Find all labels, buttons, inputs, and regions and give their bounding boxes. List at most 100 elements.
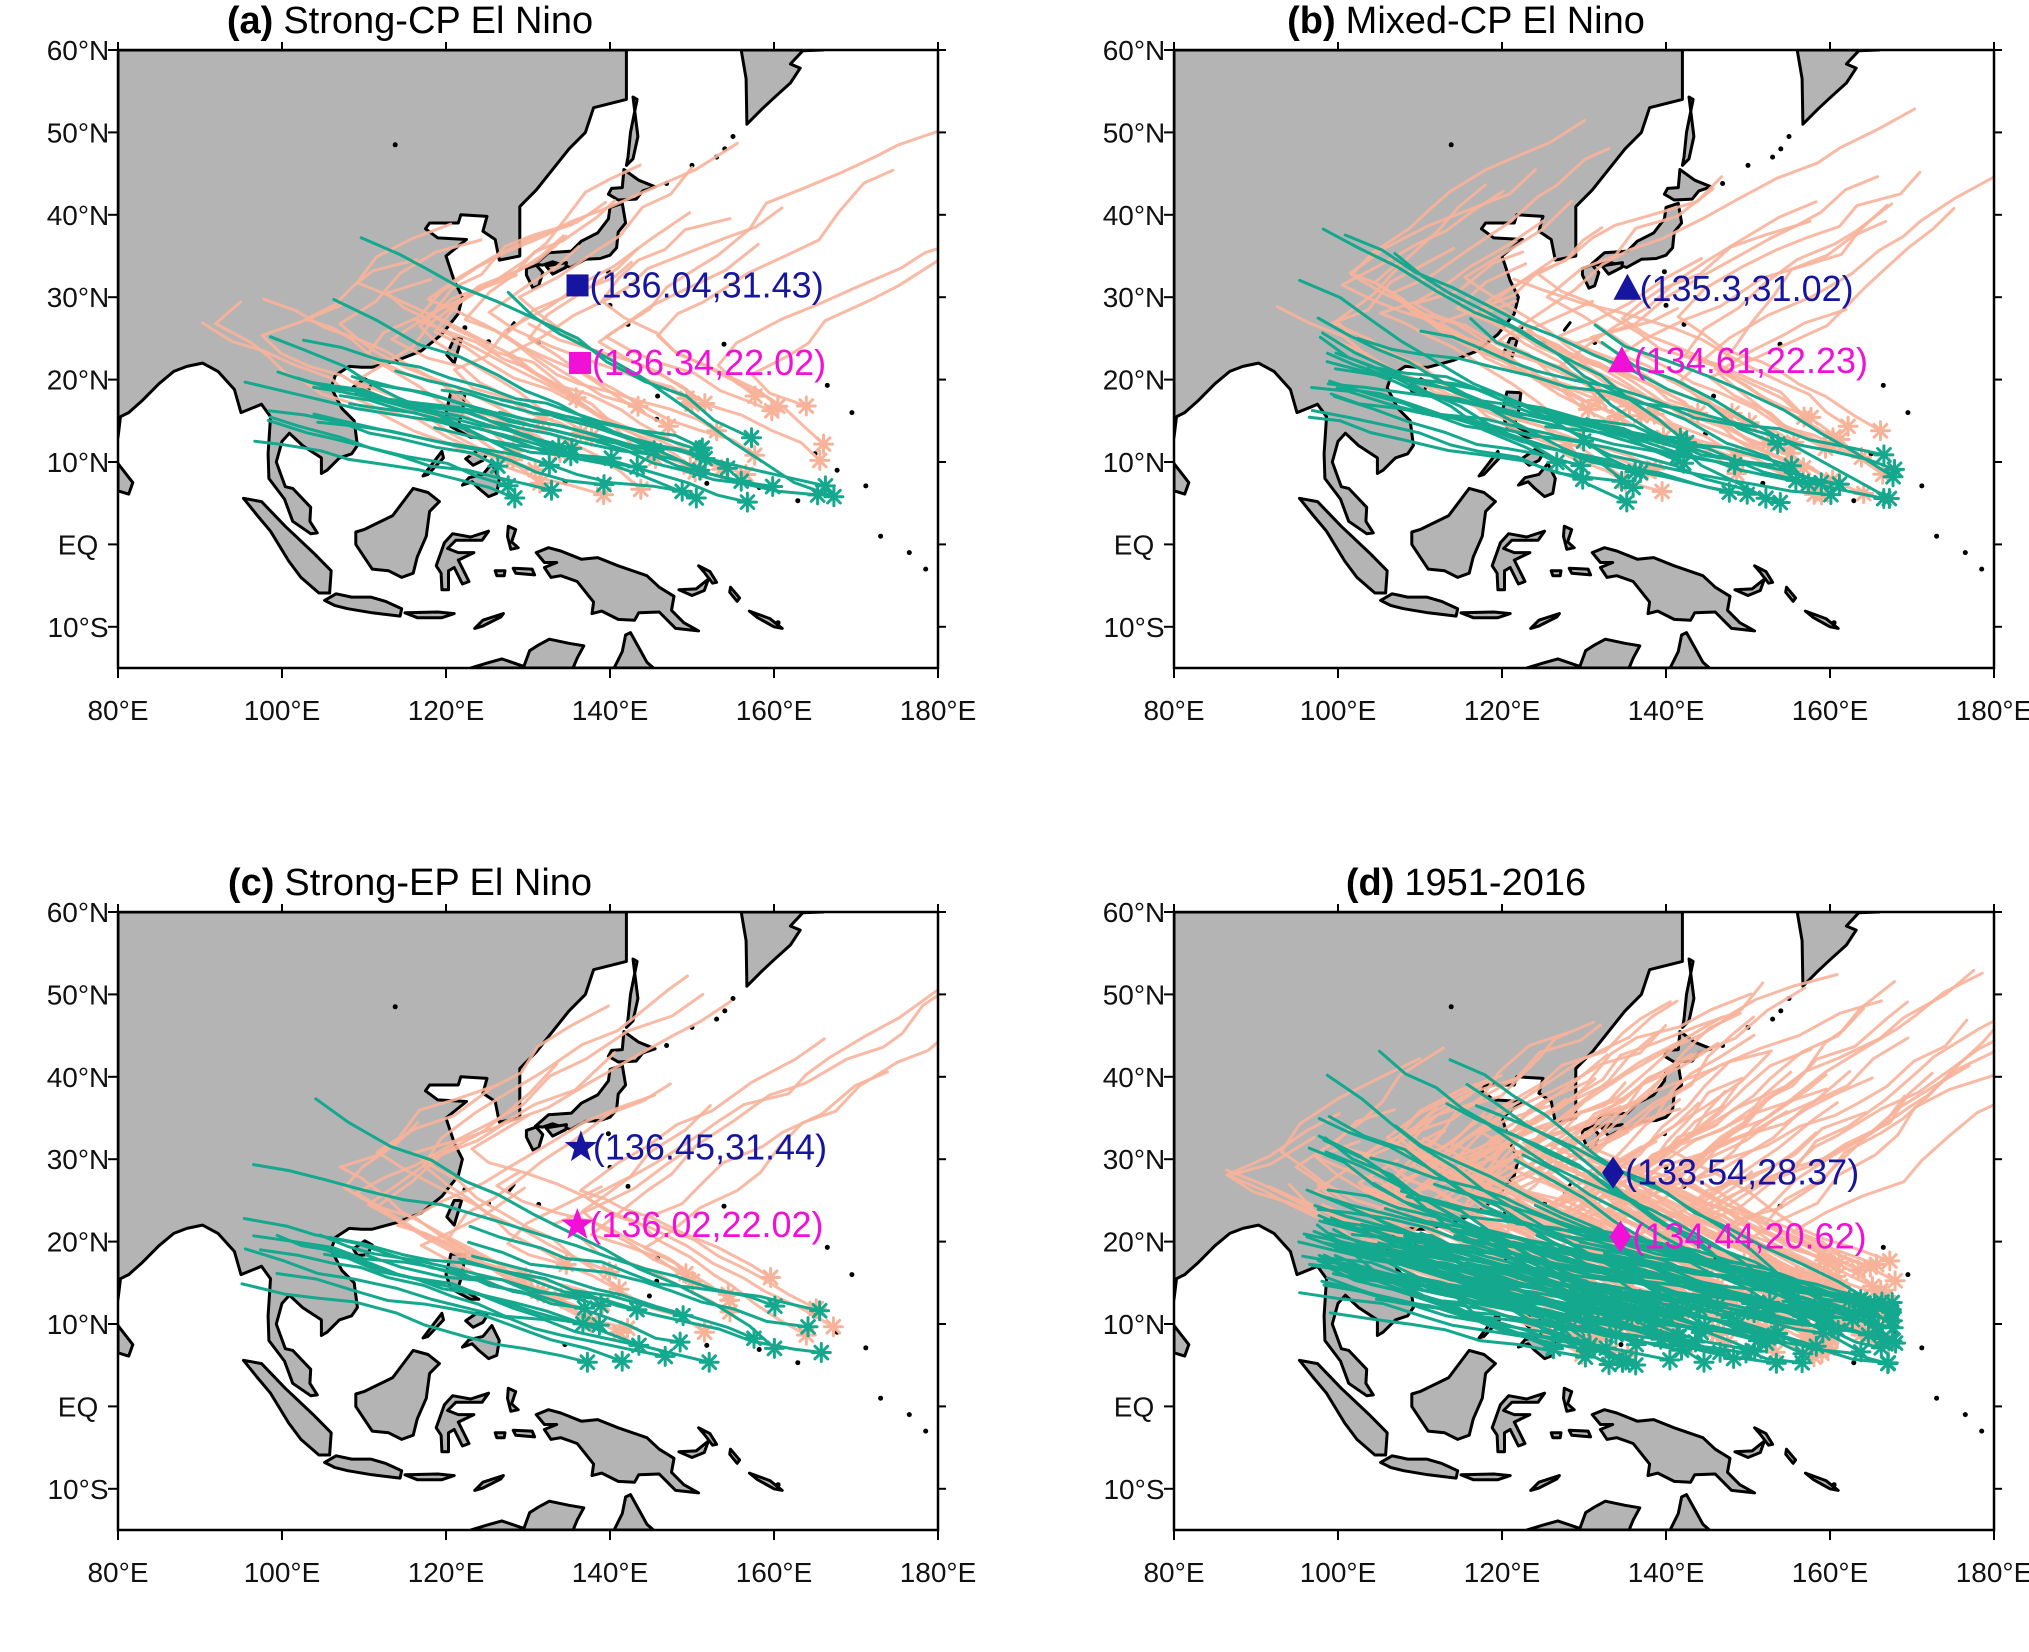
lon-tick-label: 80°E [1143,1557,1204,1588]
lat-tick-label: EQ [1114,1391,1154,1422]
centroid-label-early: (133.54,28.37) [1625,1152,1859,1193]
genesis-marker-early [700,1353,718,1371]
small-island [731,134,736,139]
panel-label: (a) [227,0,273,42]
small-island [1770,1017,1775,1022]
small-island [1934,534,1939,539]
genesis-marker-early [1859,1326,1877,1344]
genesis-marker-early [1673,1341,1691,1359]
lon-tick-label: 80°E [87,1557,148,1588]
centroid-label-early: (136.45,31.44) [593,1126,827,1167]
genesis-marker-early [656,1347,674,1365]
genesis-marker-early [1579,1339,1597,1357]
panel-title: (a)Strong-CP El Nino [227,0,593,42]
lat-tick-label: 20°N [1103,1227,1166,1258]
genesis-marker-late [763,402,781,420]
small-island [1905,1272,1910,1277]
genesis-marker-early [1887,1334,1905,1352]
genesis-marker-early [1771,494,1789,512]
genesis-marker-early [1668,448,1686,466]
lon-tick-label: 160°E [736,1557,813,1588]
lon-tick-label: 160°E [1792,1557,1869,1588]
lesser-sunda [1461,612,1510,618]
genesis-marker-early [738,493,756,511]
genesis-marker-early [1875,446,1893,464]
panel-title: (d)1951-2016 [1346,862,1586,904]
centroid-label-early: (135.3,31.02) [1639,268,1853,309]
small-island [849,1272,854,1277]
centroid-label-early: (136.04,31.43) [590,264,824,305]
panel-title-text: 1951-2016 [1404,862,1586,904]
genesis-marker-early [693,439,711,457]
lon-tick-label: 160°E [1792,695,1869,726]
small-island [1618,1342,1623,1347]
genesis-marker-early [687,489,705,507]
centroid-label-late: (134.44,20.62) [1632,1215,1866,1256]
lon-tick-label: 140°E [572,695,649,726]
buru [495,1433,505,1438]
lat-tick-label: 40°N [47,200,110,231]
lon-tick-label: 120°E [1464,1557,1541,1588]
genesis-marker-late [811,451,829,469]
lat-tick-label: 30°N [1103,1144,1166,1175]
small-island [647,1294,652,1299]
genesis-marker-early [1767,1354,1785,1372]
lon-tick-label: 120°E [408,695,485,726]
lon-tick-label: 160°E [736,695,813,726]
panel-title: (c)Strong-EP El Nino [228,862,592,904]
lon-tick-label: 100°E [244,1557,321,1588]
genesis-marker-early [812,1344,830,1362]
small-island [849,410,854,415]
lat-tick-label: 60°N [47,897,110,928]
lat-tick-label: 20°N [47,1227,110,1258]
centroid-marker-late [569,352,591,374]
genesis-marker-late [567,389,585,407]
panel-label: (c) [228,862,274,904]
lat-tick-label: 30°N [1103,282,1166,313]
lon-tick-label: 180°E [900,1557,977,1588]
genesis-marker-early [499,477,517,495]
genesis-marker-early [825,488,843,506]
small-island [795,1360,800,1365]
lat-tick-label: 10°N [47,1309,110,1340]
small-island [722,1008,727,1013]
lesser-sunda [405,612,454,618]
small-island [704,1343,709,1348]
small-island [878,534,883,539]
small-island [1905,410,1910,415]
small-island [626,1184,631,1189]
lat-tick-label: 10°S [47,1474,108,1505]
genesis-marker-early [816,477,834,495]
genesis-marker-early [590,1316,608,1334]
genesis-marker-early [1606,1309,1624,1327]
small-island [1963,1412,1968,1417]
genesis-marker-early [540,456,558,474]
lat-tick-label: 10°N [1103,1309,1166,1340]
lat-tick-label: 10°S [1103,1474,1164,1505]
genesis-marker-early [1687,1333,1705,1351]
small-island [1963,550,1968,555]
lat-tick-label: 60°N [1103,35,1166,66]
panel-label: (d) [1346,862,1395,904]
small-island [1919,483,1924,488]
lat-tick-label: 30°N [47,282,110,313]
small-island [757,1347,762,1352]
small-island [1449,142,1454,147]
centroid-label-late: (136.34,22.02) [592,342,826,383]
small-island [1881,1245,1886,1250]
small-island [1934,1396,1939,1401]
centroid-label-late: (136.02,22.02) [589,1204,823,1245]
centroid-label-late: (134.61,22.23) [1634,340,1868,381]
small-island [1832,620,1837,625]
genesis-marker-early [1708,1297,1726,1315]
genesis-marker-early [743,429,761,447]
genesis-marker-early [1886,460,1904,478]
